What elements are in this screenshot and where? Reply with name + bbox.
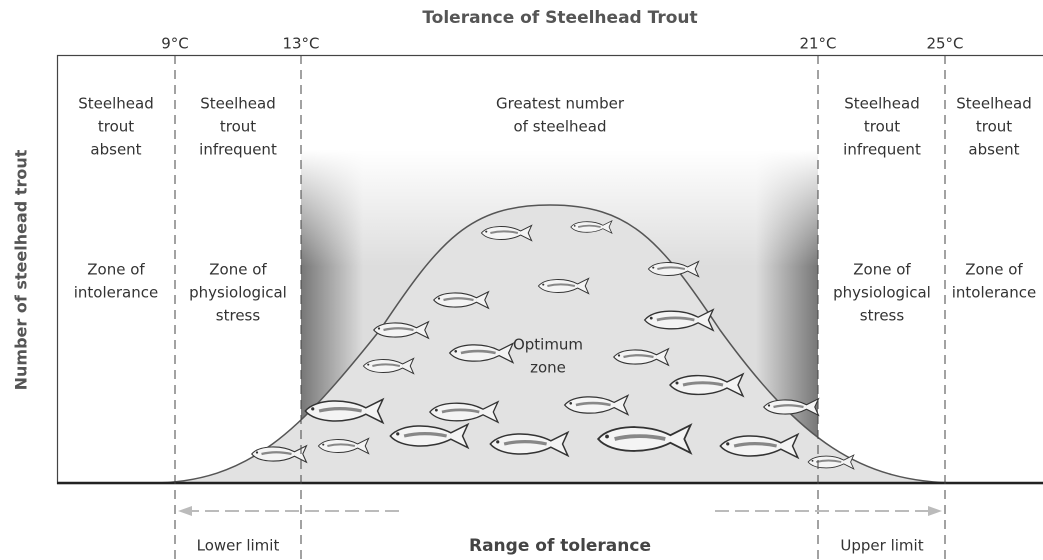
zone-name: Zone of	[853, 261, 911, 279]
zone-heading: Steelhead	[78, 95, 153, 113]
zone-name: zone	[530, 359, 566, 377]
zone-heading: Steelhead	[844, 95, 919, 113]
zone-name: physiological	[833, 284, 931, 302]
zone-heading: infrequent	[199, 141, 277, 159]
zone-heading: absent	[968, 141, 1019, 159]
temperature-label: 25°C	[926, 35, 963, 53]
zone-heading: trout	[864, 118, 900, 136]
temperature-label: 21°C	[799, 35, 836, 53]
zone-heading: Greatest number	[496, 95, 625, 113]
range-label: Range of tolerance	[469, 536, 651, 556]
lower-limit-label: Lower limit	[197, 537, 280, 555]
title: Tolerance of Steelhead Trout	[422, 8, 697, 28]
temperature-label: 13°C	[282, 35, 319, 53]
y-axis-label: Number of steelhead trout	[12, 149, 31, 390]
zone-heading: trout	[98, 118, 134, 136]
temperature-label: 9°C	[161, 35, 189, 53]
range-arrows	[178, 506, 942, 516]
zone-name: Zone of	[87, 261, 145, 279]
zone-name: intolerance	[74, 284, 158, 302]
zone-name: stress	[216, 307, 261, 325]
zone-heading: infrequent	[843, 141, 921, 159]
zone-heading: trout	[220, 118, 256, 136]
zone-heading: Steelhead	[200, 95, 275, 113]
zone-heading: absent	[90, 141, 141, 159]
zone-heading: Steelhead	[956, 95, 1031, 113]
zone-name: intolerance	[952, 284, 1036, 302]
diagram: Tolerance of Steelhead Trout Number of s…	[0, 0, 1043, 560]
zone-name: Zone of	[965, 261, 1023, 279]
zone-name: Optimum	[513, 336, 583, 354]
zone-name: stress	[860, 307, 905, 325]
zone-heading: of steelhead	[514, 118, 607, 136]
zone-name: physiological	[189, 284, 287, 302]
upper-limit-label: Upper limit	[840, 537, 923, 555]
zone-heading: trout	[976, 118, 1012, 136]
zone-name: Zone of	[209, 261, 267, 279]
